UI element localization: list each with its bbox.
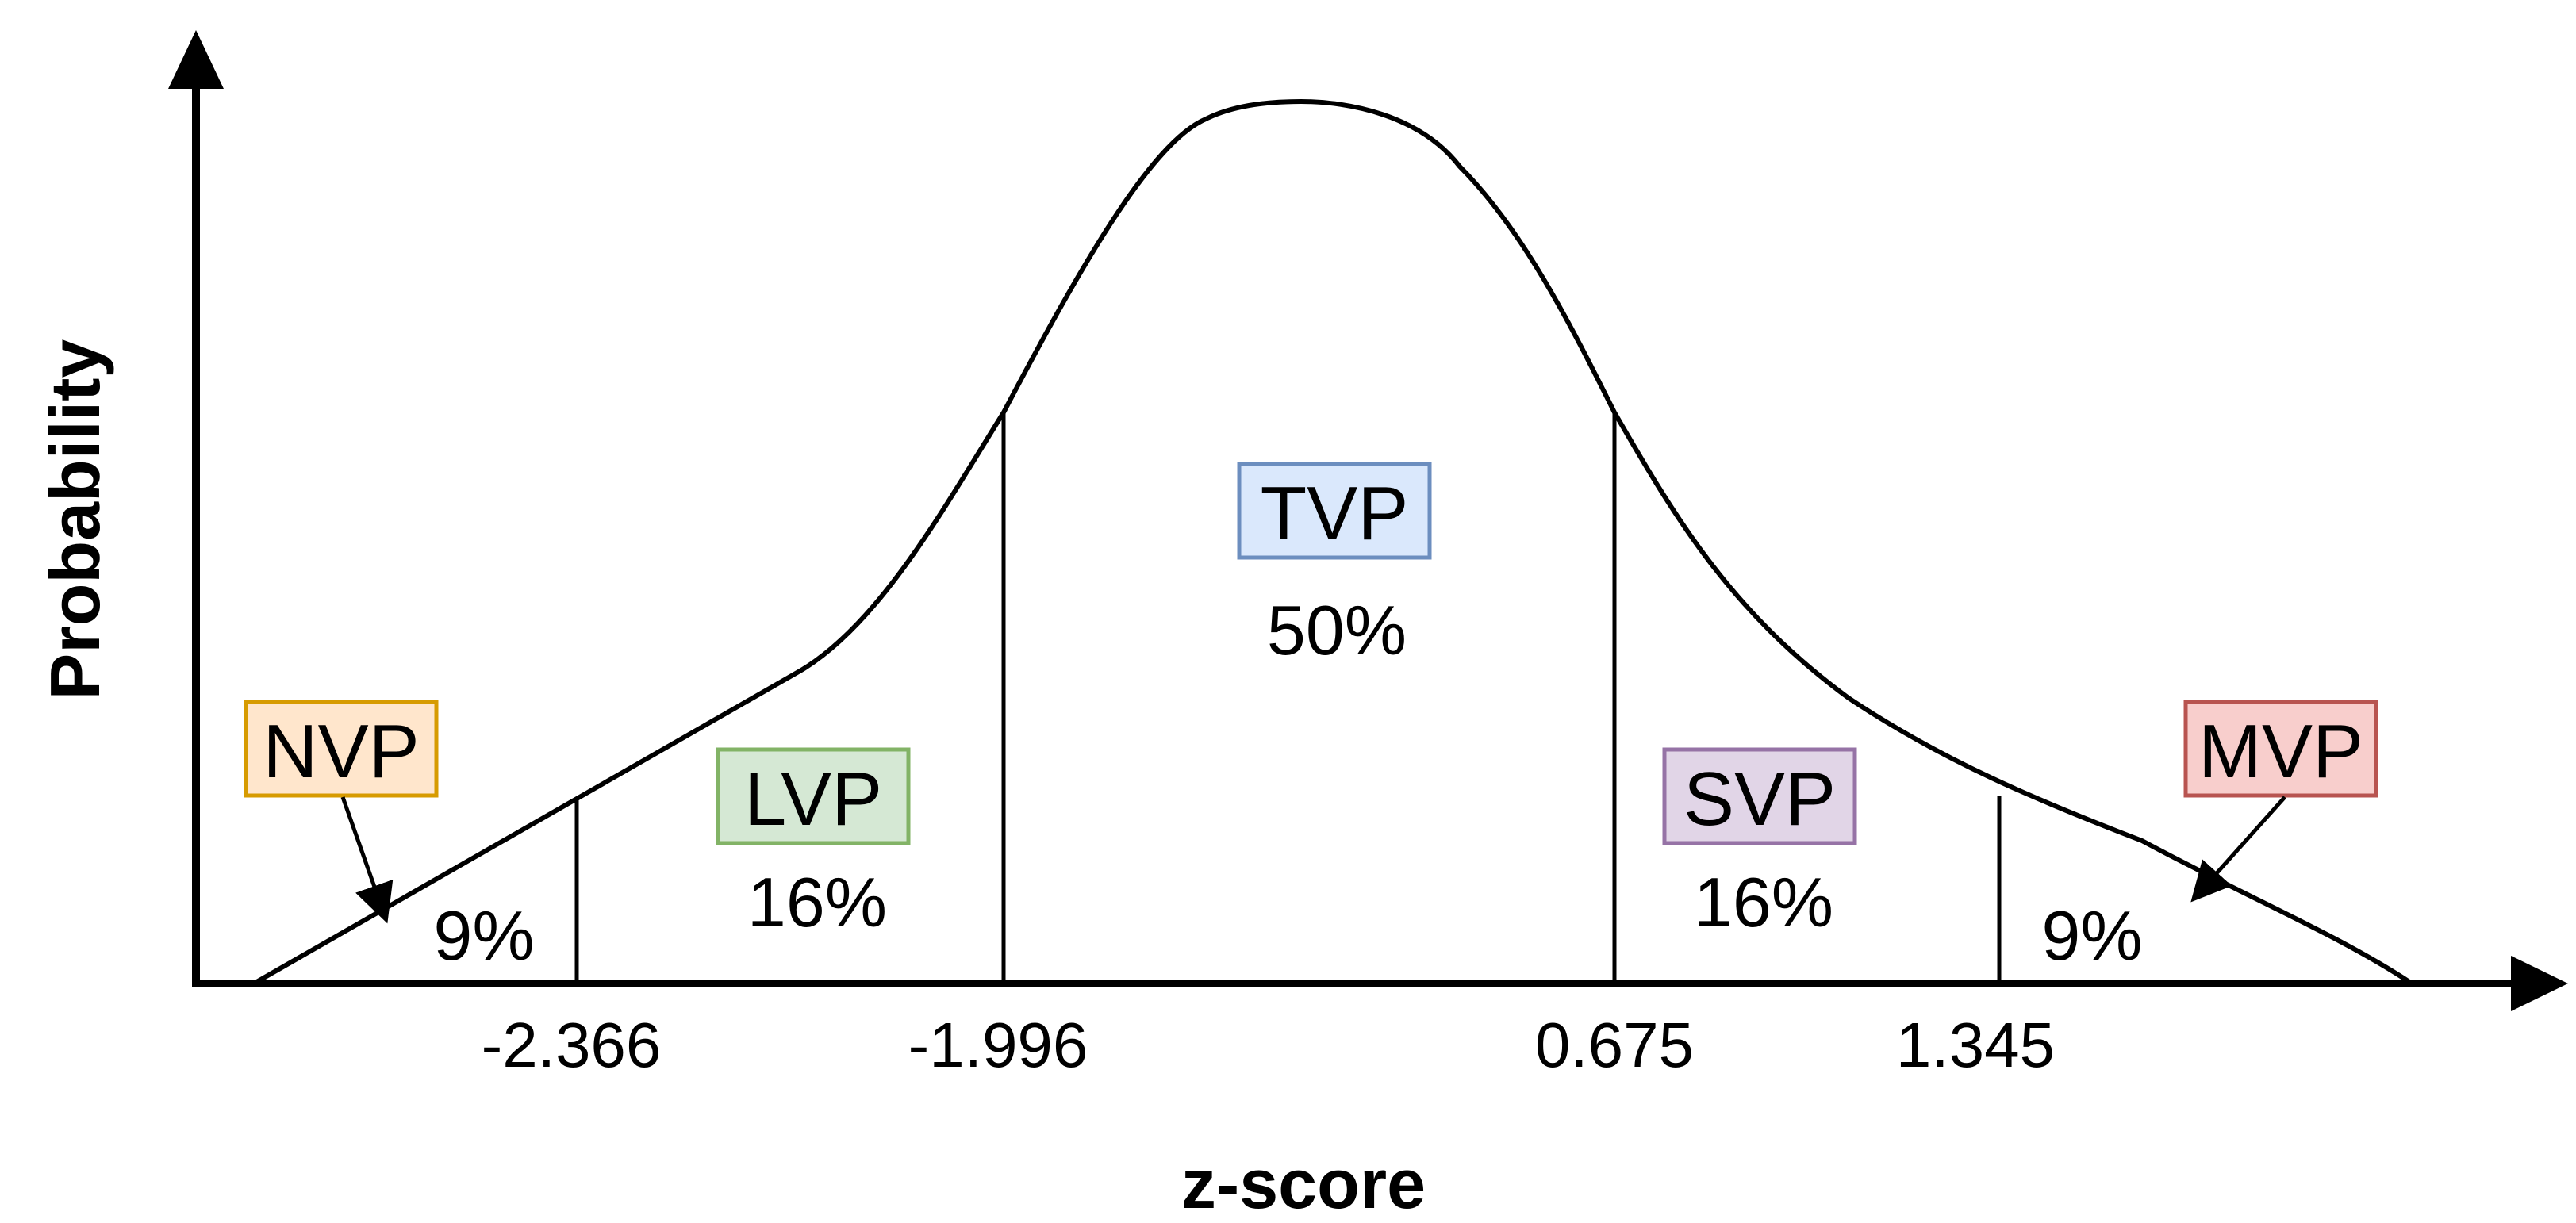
region-label-nvp: NVP [263, 709, 419, 794]
region-label-box-svp [1662, 747, 1857, 845]
region-percent-svp: 16% [1694, 863, 1833, 941]
tick-label-b4: 1.345 [1896, 1010, 2055, 1080]
tick-label-b2: -1.996 [908, 1010, 1088, 1080]
x-axis-arrowhead [2511, 956, 2568, 1011]
region-lvp: LVP 16% [716, 747, 911, 941]
y-axis-title: Probability [36, 339, 114, 700]
region-mvp: MVP 9% [2041, 700, 2378, 975]
region-percent-mvp: 9% [2041, 896, 2142, 975]
region-label-box-mvp [2183, 700, 2378, 798]
y-axis-arrowhead [168, 30, 224, 89]
distribution-curve [252, 98, 2413, 986]
region-label-svp: SVP [1683, 757, 1836, 842]
region-label-box-nvp [244, 700, 439, 798]
region-nvp: NVP 9% [244, 700, 535, 975]
region-label-mvp: MVP [2198, 709, 2363, 794]
region-tvp: TVP 50% [1237, 462, 1432, 669]
nvp-pointer-arrow [340, 796, 394, 924]
region-label-tvp: TVP [1261, 471, 1409, 556]
region-percent-tvp: 50% [1267, 591, 1407, 669]
tick-label-b1: -2.366 [482, 1010, 662, 1080]
region-svp: SVP 16% [1662, 747, 1857, 941]
x-axis [192, 956, 2568, 1011]
region-percent-nvp: 9% [433, 896, 534, 975]
x-axis-title: z-score [1181, 1144, 1426, 1223]
y-axis [168, 30, 224, 983]
region-label-lvp: LVP [744, 757, 882, 842]
tick-label-b3: 0.675 [1535, 1010, 1694, 1080]
region-label-box-tvp [1237, 462, 1432, 560]
region-percent-lvp: 16% [747, 863, 887, 941]
region-label-box-lvp [716, 747, 911, 845]
mvp-pointer-arrow [2190, 796, 2286, 903]
